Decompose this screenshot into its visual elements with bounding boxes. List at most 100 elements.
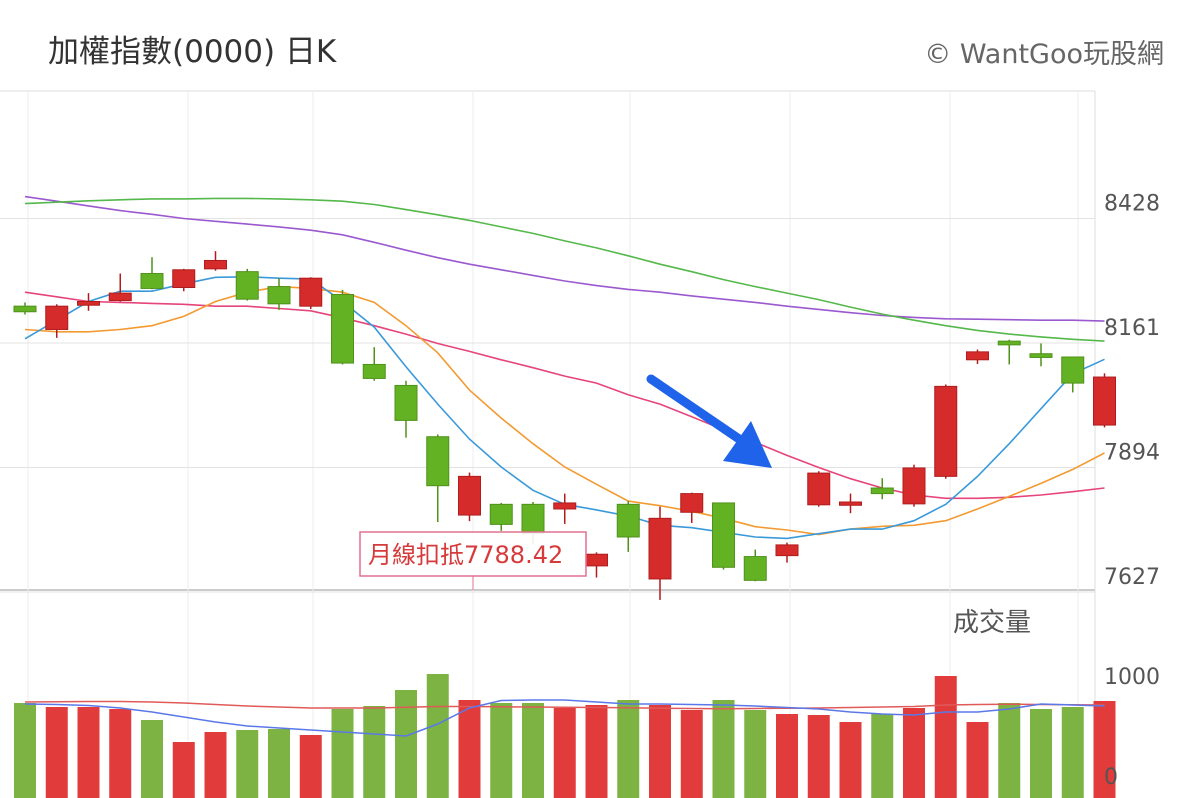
volume-bar	[236, 730, 259, 798]
arrow-head	[723, 421, 772, 468]
volume-bar	[712, 700, 735, 798]
volume-bar	[649, 705, 671, 798]
price-tick-label: 7627	[1104, 565, 1160, 590]
candle-body	[362, 363, 386, 379]
volume-bar	[966, 722, 989, 798]
candles	[13, 251, 1116, 600]
candle-body	[204, 259, 227, 270]
chart-title: 加權指數(0000) 日K	[48, 34, 337, 70]
candle	[934, 384, 958, 479]
candle-body	[172, 269, 196, 289]
candle-body	[235, 271, 259, 300]
volume-ma20-line	[24, 700, 1105, 710]
volume-bar	[141, 720, 163, 798]
candle-body	[1029, 353, 1053, 358]
candle-body	[331, 294, 354, 364]
candle-body	[743, 556, 767, 581]
candle	[362, 347, 386, 381]
candle	[616, 501, 640, 552]
candle	[966, 349, 989, 364]
candle	[235, 268, 259, 301]
volume-bar	[776, 714, 798, 798]
candle-body	[108, 292, 132, 302]
price-axis-labels: 8428 8161 7894 7627	[1104, 192, 1160, 591]
volume-bar	[331, 709, 354, 798]
candle-body	[553, 502, 577, 510]
candle	[108, 273, 132, 302]
volume-bar	[1061, 707, 1084, 798]
candle	[267, 278, 291, 310]
candle-body	[934, 385, 958, 477]
candle-body	[45, 305, 69, 330]
annotation-label: 月線扣抵7788.42	[368, 541, 563, 569]
candle-body	[966, 351, 989, 361]
candle-body	[458, 475, 481, 516]
candle	[648, 506, 672, 600]
volume-bar	[395, 690, 417, 798]
ma10-line	[24, 285, 1105, 536]
volume-bar	[617, 700, 640, 798]
candle-body	[648, 517, 672, 580]
candle	[458, 472, 481, 522]
volume-bar	[522, 703, 544, 798]
ma120-line	[24, 195, 1105, 322]
price-tick-label: 8161	[1104, 316, 1160, 341]
volume-ma5-line	[24, 699, 1105, 737]
candle	[204, 251, 227, 271]
volume-bar	[426, 674, 449, 798]
candle-body	[585, 553, 608, 567]
candle	[712, 502, 735, 570]
volume-bar	[204, 732, 227, 798]
candle	[870, 478, 894, 500]
volume-bar	[458, 700, 481, 798]
arrow-shaft	[646, 374, 750, 448]
moving-average-lines	[24, 195, 1105, 540]
volume-bar	[109, 709, 132, 798]
candle-body	[489, 503, 513, 525]
volume-bars	[14, 674, 1116, 798]
price-tick-label: 8428	[1104, 192, 1160, 217]
pointer-arrow	[646, 374, 772, 468]
volume-bar	[172, 742, 195, 798]
candle-body	[426, 436, 450, 487]
volume-bar	[934, 676, 957, 798]
candle	[553, 493, 577, 524]
candle	[902, 464, 926, 507]
volume-bar	[553, 708, 576, 798]
candle	[839, 493, 862, 514]
candle	[77, 293, 100, 311]
copyright-label: © WantGoo玩股網	[924, 39, 1164, 70]
volume-bar	[299, 735, 322, 798]
volume-bar	[871, 714, 894, 798]
candle	[394, 380, 418, 438]
candle-body	[839, 501, 862, 506]
volume-average-lines	[24, 699, 1105, 737]
volume-bar	[14, 703, 36, 798]
volume-tick-label: 1000	[1104, 665, 1160, 690]
candle-body	[870, 487, 894, 495]
candle	[743, 549, 767, 582]
volume-tick-label: 0	[1104, 765, 1118, 790]
candle-body	[1093, 376, 1116, 426]
volume-bar	[585, 705, 608, 798]
volume-bar	[744, 710, 767, 798]
volume-bar	[680, 710, 703, 798]
volume-bar	[363, 706, 386, 798]
price-tick-label: 7894	[1104, 441, 1160, 466]
candle	[775, 542, 799, 563]
candle-body	[267, 286, 291, 305]
candle	[997, 339, 1021, 365]
candle-body	[807, 472, 831, 506]
candle-body	[680, 493, 704, 513]
candle	[331, 289, 354, 365]
volume-bar	[490, 703, 513, 798]
volume-bar	[839, 722, 862, 798]
candle	[680, 492, 704, 523]
annotation-box	[359, 531, 587, 577]
volume-bar	[1093, 701, 1116, 798]
candle-body	[902, 467, 926, 505]
candle-body	[712, 502, 735, 568]
volume-bar	[45, 707, 68, 798]
vertical-grid	[27, 91, 1079, 798]
